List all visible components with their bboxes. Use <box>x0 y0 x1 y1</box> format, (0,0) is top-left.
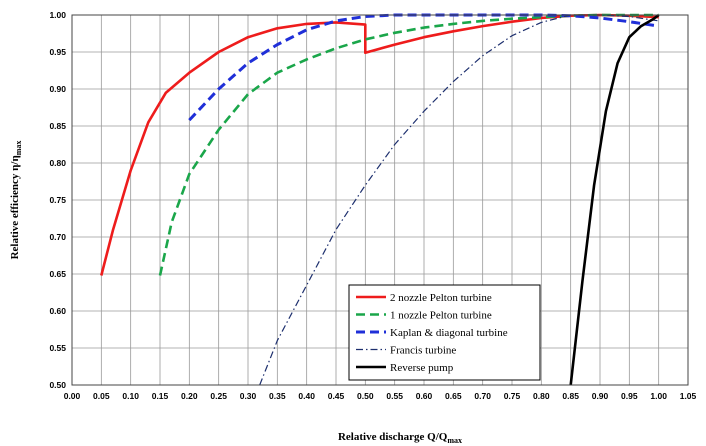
y-tick-label: 0.60 <box>49 306 66 316</box>
legend-label-5: Reverse pump <box>390 362 454 374</box>
y-axis-title-main: Relative efficiency η/η <box>9 155 21 259</box>
y-tick-labels: 0.50 0.55 0.60 0.65 0.70 0.75 0.80 0.85 0.90 0.95… <box>49 10 66 390</box>
x-tick-label: 0.45 <box>328 391 345 401</box>
legend-label-1: 2 nozzle Pelton turbine <box>390 292 492 304</box>
y-tick-label: 0.75 <box>49 195 66 205</box>
legend-label-3: Kaplan & diagonal turbine <box>390 327 508 339</box>
x-tick-label: 0.60 <box>416 391 433 401</box>
x-axis-title: Relative discharge Q/Qmax <box>338 431 462 445</box>
plot-border <box>71 14 689 386</box>
x-tick-label: 0.50 <box>357 391 374 401</box>
x-tick-label: 0.55 <box>386 391 403 401</box>
y-tick-label: 0.85 <box>49 121 66 131</box>
x-tick-label: 0.90 <box>592 391 609 401</box>
series-line-5 <box>569 13 660 386</box>
x-tick-label: 0.65 <box>445 391 462 401</box>
legend-label-2: 1 nozzle Pelton turbine <box>390 310 492 322</box>
x-tick-label: 0.10 <box>122 391 139 401</box>
series-line-4 <box>259 14 659 386</box>
x-tick-labels: 0.00 0.05 0.10 0.15 0.20 0.25 0.30 0.35 0.40 0.45… <box>64 391 697 401</box>
y-tick-label: 0.95 <box>49 47 66 57</box>
x-tick-label: 0.80 <box>533 391 550 401</box>
x-tick-label: 0.30 <box>240 391 257 401</box>
y-axis-title-sub: max <box>14 141 23 156</box>
y-tick-label: 0.65 <box>49 269 66 279</box>
y-tick-label: 1.00 <box>49 10 66 20</box>
y-axis-title: Relative efficiency η/ηmax <box>9 141 23 260</box>
x-tick-label: 0.70 <box>474 391 491 401</box>
y-tick-label: 0.50 <box>49 380 66 390</box>
x-tick-label: 0.25 <box>210 391 227 401</box>
x-tick-label: 1.05 <box>680 391 697 401</box>
x-tick-label: 0.40 <box>298 391 315 401</box>
x-tick-label: 0.35 <box>269 391 286 401</box>
legend-box <box>348 284 541 381</box>
y-tick-label: 0.80 <box>49 158 66 168</box>
x-tick-label: 1.00 <box>650 391 667 401</box>
x-axis-title-sub: max <box>447 436 462 445</box>
y-tick-label: 0.55 <box>49 343 66 353</box>
x-tick-label: 0.20 <box>181 391 198 401</box>
x-tick-label: 0.85 <box>562 391 579 401</box>
y-tick-label: 0.70 <box>49 232 66 242</box>
legend-label-4: Francis turbine <box>390 345 456 357</box>
legend: 2 nozzle Pelton turbine 1 nozzle Pelton t… <box>348 284 541 381</box>
x-tick-label: 0.15 <box>152 391 169 401</box>
x-tick-label: 0.00 <box>64 391 81 401</box>
x-axis-title-main: Relative discharge Q/Q <box>338 431 448 443</box>
series-line-2 <box>158 13 659 276</box>
y-tick-label: 0.90 <box>49 84 66 94</box>
legend-items: 2 nozzle Pelton turbine 1 nozzle Pelton t… <box>356 292 508 374</box>
x-tick-label: 0.05 <box>93 391 110 401</box>
x-tick-label: 0.75 <box>504 391 521 401</box>
x-tick-label: 0.95 <box>621 391 638 401</box>
